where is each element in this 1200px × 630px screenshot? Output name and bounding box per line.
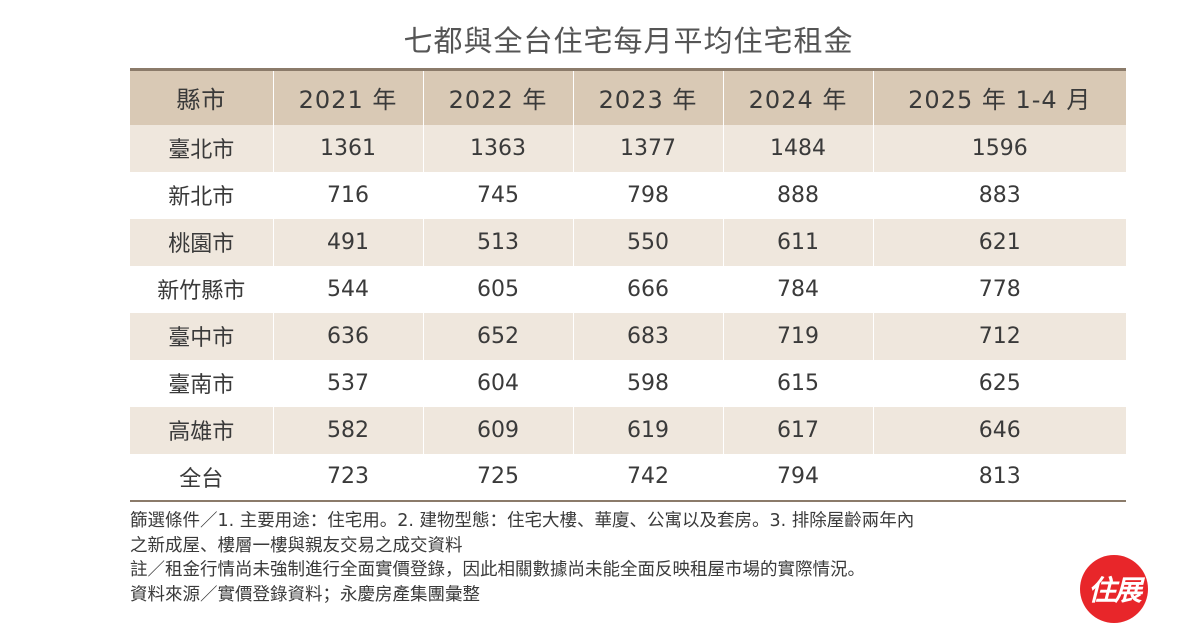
cell-value: 719 [723,312,874,360]
table-row: 臺中市 636 652 683 719 712 [130,312,1126,360]
cell-value: 723 [273,453,424,502]
cell-value: 652 [423,312,574,360]
header-2021: 2021 年 [273,68,424,125]
header-2023: 2023 年 [573,68,724,125]
filter-note-line-1: 篩選條件／1. 主要用途：住宅用。2. 建物型態：住宅大樓、華廈、公寓以及套房。… [130,511,915,531]
filter-note-line-2: 之新成屋、樓層一樓與親友交易之成交資料 [130,535,463,556]
cell-value: 513 [423,218,574,266]
logo-text: 住展 [1087,574,1142,607]
cell-value: 1363 [423,124,574,172]
cell-value: 778 [978,276,1021,302]
cell-value: 888 [723,171,874,219]
cell-value: 621 [978,229,1021,255]
table-row: 臺北市 1361 1363 1377 1484 1596 [130,124,1126,172]
footnotes: 篩選條件／1. 主要用途：住宅用。2. 建物型態：住宅大樓、華廈、公寓以及套房。… [130,509,1140,607]
cell-value: 745 [423,171,574,219]
cell-value: 636 [273,312,424,360]
row-city: 高雄市 [130,406,274,454]
cell-value: 798 [573,171,724,219]
row-city: 臺北市 [130,124,274,172]
cell-value: 615 [723,359,874,407]
header-2022: 2022 年 [423,68,574,125]
cell-value: 794 [723,453,874,502]
cell-value: 537 [273,359,424,407]
table-row: 全台 723 725 742 794 813 [130,453,1126,502]
cell-value: 1377 [573,124,724,172]
row-city: 新北市 [130,171,274,219]
cell-value: 544 [273,265,424,313]
row-city: 全台 [130,453,274,502]
cell-value: 646 [978,417,1021,443]
row-city: 桃園市 [130,218,274,266]
cell-value: 666 [573,265,724,313]
header-2024: 2024 年 [723,68,874,125]
cell-value: 491 [273,218,424,266]
header-city: 縣市 [130,68,274,125]
row-city: 臺南市 [130,359,274,407]
cell-value: 582 [273,406,424,454]
cell-value: 883 [978,182,1021,208]
brand-logo: 住展 [1080,555,1148,623]
cell-value: 716 [273,171,424,219]
cell-value: 725 [423,453,574,502]
cell-value: 1484 [723,124,874,172]
cell-value: 604 [423,359,574,407]
cell-value: 550 [573,218,724,266]
table-row: 新北市 716 745 798 888 883 [130,171,1126,219]
cell-value: 712 [978,323,1021,349]
rent-table: 縣市 2021 年 2022 年 2023 年 2024 年 2025 年 1-… [130,68,1126,502]
cell-value: 619 [573,406,724,454]
table-row: 桃園市 491 513 550 611 621 [130,218,1126,266]
cell-value: 683 [573,312,724,360]
cell-value: 1596 [971,135,1028,161]
remark-note: 註／租金行情尚未強制進行全面實價登錄，因此相關數據尚未能全面反映租屋市場的實際情… [130,560,865,580]
cell-value: 813 [873,453,1126,502]
table-row: 新竹縣市 544 605 666 784 778 [130,265,1126,313]
cell-value: 598 [573,359,724,407]
cell-value: 611 [723,218,874,266]
cell-value: 609 [423,406,574,454]
table-title: 七都與全台住宅每月平均住宅租金 [403,24,854,58]
cell-value: 617 [723,406,874,454]
cell-value: 1361 [273,124,424,172]
table-row: 高雄市 582 609 619 617 646 [130,406,1126,454]
table-header-row: 縣市 2021 年 2022 年 2023 年 2024 年 2025 年 1-… [130,68,1126,125]
table-row: 臺南市 537 604 598 615 625 [130,359,1126,407]
cell-value: 625 [978,370,1021,396]
cell-value: 784 [723,265,874,313]
cell-value: 742 [573,453,724,502]
row-city: 臺中市 [130,312,274,360]
header-2025: 2025 年 1-4 月 [873,68,1126,125]
source-note: 資料來源／實價登錄資料；永慶房產集團彙整 [130,584,480,605]
cell-value: 605 [423,265,574,313]
row-city: 新竹縣市 [130,265,274,313]
